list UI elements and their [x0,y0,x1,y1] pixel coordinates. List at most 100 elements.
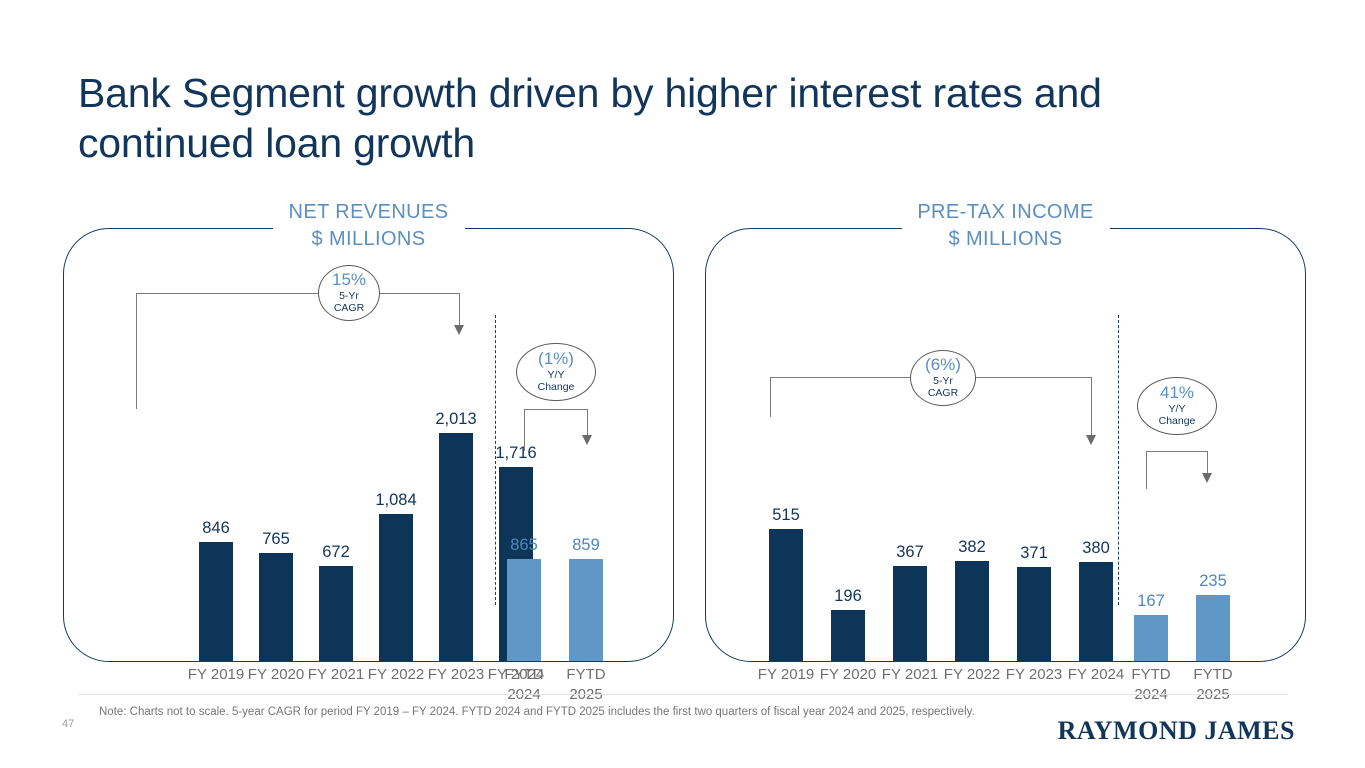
bar-group-fy2023[interactable]: 2,013 FY 2023 [416,301,496,683]
yoy-connector-left-vertical [1146,451,1148,489]
callout-cagr-pre-tax-income: (6%) 5-Yr CAGR [910,350,976,406]
bar-group-fy2022[interactable]: 1,084 FY 2022 [356,301,436,683]
bar-group-fy2021[interactable]: 672 FY 2021 [296,301,376,683]
bar-value-fy2021: 672 [322,543,350,561]
plot-area-net-revenues: 15% 5-Yr CAGR 846 FY 2019 765 FY 2020 67… [64,229,673,703]
bar-fytd-2024[interactable] [507,559,541,661]
chart-title-line2: $ MILLIONS [948,227,1063,250]
plot-area-pre-tax-income: (6%) 5-Yr CAGR 515 FY 2019 196 FY 2020 3… [706,229,1305,703]
yoy-connector-right-vertical [587,409,589,437]
bar-group-fy2022[interactable]: 382 FY 2022 [932,301,1012,683]
bar-fy2024[interactable] [1079,562,1113,661]
bar-fytd-2025[interactable] [569,559,603,661]
callout-value: 15% [331,270,367,290]
category-label-fy2024: FY 2024 [487,665,545,683]
bar-value-fy2019: 515 [772,506,800,524]
bar-group-fy2019[interactable]: 846 FY 2019 [176,301,256,683]
category-label-fy2023: FY 2023 [427,665,485,683]
category-label-fytd-2024-line1: FYTD [504,665,544,683]
bar-fytd-2025[interactable] [1196,595,1230,661]
bar-value-fy2024: 1,716 [495,444,537,462]
bar-group-fytd-2025[interactable]: 859 FYTD 2025 [546,301,626,703]
bar-group-fy2020[interactable]: 196 FY 2020 [808,301,888,683]
chart-title-line1: PRE-TAX INCOME [917,201,1094,223]
category-label-fy2021: FY 2021 [881,665,939,683]
bar-value-fytd-2024: 167 [1137,592,1165,610]
bar-group-fy2021[interactable]: 367 FY 2021 [870,301,950,683]
page-number: 47 [62,718,75,730]
bar-value-fy2020: 196 [834,587,862,605]
bar-fy2021[interactable] [893,566,927,661]
bar-group-fy2024[interactable]: 380 FY 2024 [1056,301,1136,683]
bar-value-fy2020: 765 [262,530,290,548]
cagr-connector-horizontal-left [770,377,910,379]
bar-value-fy2022: 1,084 [375,491,417,509]
bar-value-fy2021: 367 [896,543,924,561]
bar-fy2021[interactable] [319,566,353,661]
cagr-connector-right-vertical [459,293,461,327]
bar-fytd-2024[interactable] [1134,615,1168,661]
raymond-james-logo: RAYMOND JAMES [1057,716,1295,745]
callout-label-line1: Y/Y [1168,403,1186,416]
category-label-fy2019: FY 2019 [187,665,245,683]
chart-title-line1: NET REVENUES [288,201,449,223]
bar-group-fytd-2024[interactable]: 865 FYTD 2024 [484,301,564,703]
chart-divider-pre-tax-income [1118,315,1119,605]
chart-divider-net-revenues [495,315,496,605]
cagr-connector-horizontal-right [974,377,1092,379]
callout-label-line1: 5-Yr [339,290,359,303]
category-label-fytd-2025-line1: FYTD [566,665,606,683]
yoy-connector-left-vertical [524,409,526,451]
bar-fy2023[interactable] [439,433,473,661]
bar-fy2023[interactable] [1017,567,1051,661]
callout-label-line2: CAGR [333,302,365,315]
callout-value: (6%) [925,355,961,375]
bar-value-fy2023: 371 [1020,544,1048,562]
callout-label-line2: Change [1158,415,1196,428]
bar-fy2022[interactable] [955,561,989,661]
yoy-connector-horizontal [524,409,588,411]
chart-title-pre-tax-income: PRE-TAX INCOME $ MILLIONS [901,199,1110,253]
bar-fy2020[interactable] [259,553,293,661]
page-title: Bank Segment growth driven by higher int… [78,70,1102,167]
bar-group-fy2023[interactable]: 371 FY 2023 [994,301,1074,683]
chart-panel-pre-tax-income: PRE-TAX INCOME $ MILLIONS (6%) 5-Yr CAGR… [705,199,1306,703]
category-label-fytd-2025-line1: FYTD [1193,665,1233,683]
callout-value: (1%) [538,349,574,369]
category-label-fytd-2024-line1: FYTD [1131,665,1171,683]
bar-value-fytd-2024: 865 [510,536,538,554]
callout-value: 41% [1159,383,1195,403]
callout-label-line2: Change [537,381,575,394]
bar-group-fy2019[interactable]: 515 FY 2019 [746,301,826,683]
bar-group-fy2020[interactable]: 765 FY 2020 [236,301,316,683]
cagr-connector-left-vertical [770,377,772,417]
bar-value-fy2019: 846 [202,519,230,537]
bar-fy2019[interactable] [769,529,803,661]
callout-label-line2: CAGR [927,387,959,400]
chart-title-net-revenues: NET REVENUES $ MILLIONS [272,199,465,253]
bar-fy2019[interactable] [199,542,233,661]
bar-value-fy2024: 380 [1082,539,1110,557]
yoy-connector-horizontal [1146,451,1208,453]
yoy-arrow-icon [1202,473,1212,483]
category-label-fy2024: FY 2024 [1067,665,1125,683]
cagr-connector-horizontal-left [136,293,318,295]
chart-title-line2: $ MILLIONS [311,227,426,250]
cagr-arrow-icon [454,325,464,335]
callout-yoy-net-revenues: (1%) Y/Y Change [516,343,596,401]
yoy-connector-right-vertical [1207,451,1209,475]
bar-value-fy2022: 382 [958,538,986,556]
bar-value-fytd-2025: 235 [1199,572,1227,590]
cagr-arrow-icon [1086,435,1096,445]
bar-fy2022[interactable] [379,514,413,661]
category-label-fy2022: FY 2022 [367,665,425,683]
cagr-connector-right-vertical [1091,377,1093,437]
category-label-fy2020: FY 2020 [819,665,877,683]
bar-group-fytd-2025[interactable]: 235 FYTD 2025 [1173,301,1253,703]
bar-value-fy2023: 2,013 [435,410,477,428]
cagr-connector-horizontal-right [380,293,460,295]
callout-label-line1: 5-Yr [933,375,953,388]
callout-cagr-net-revenues: 15% 5-Yr CAGR [318,265,380,321]
bar-fy2020[interactable] [831,610,865,661]
chart-panel-net-revenues: NET REVENUES $ MILLIONS 15% 5-Yr CAGR 84… [63,199,674,703]
